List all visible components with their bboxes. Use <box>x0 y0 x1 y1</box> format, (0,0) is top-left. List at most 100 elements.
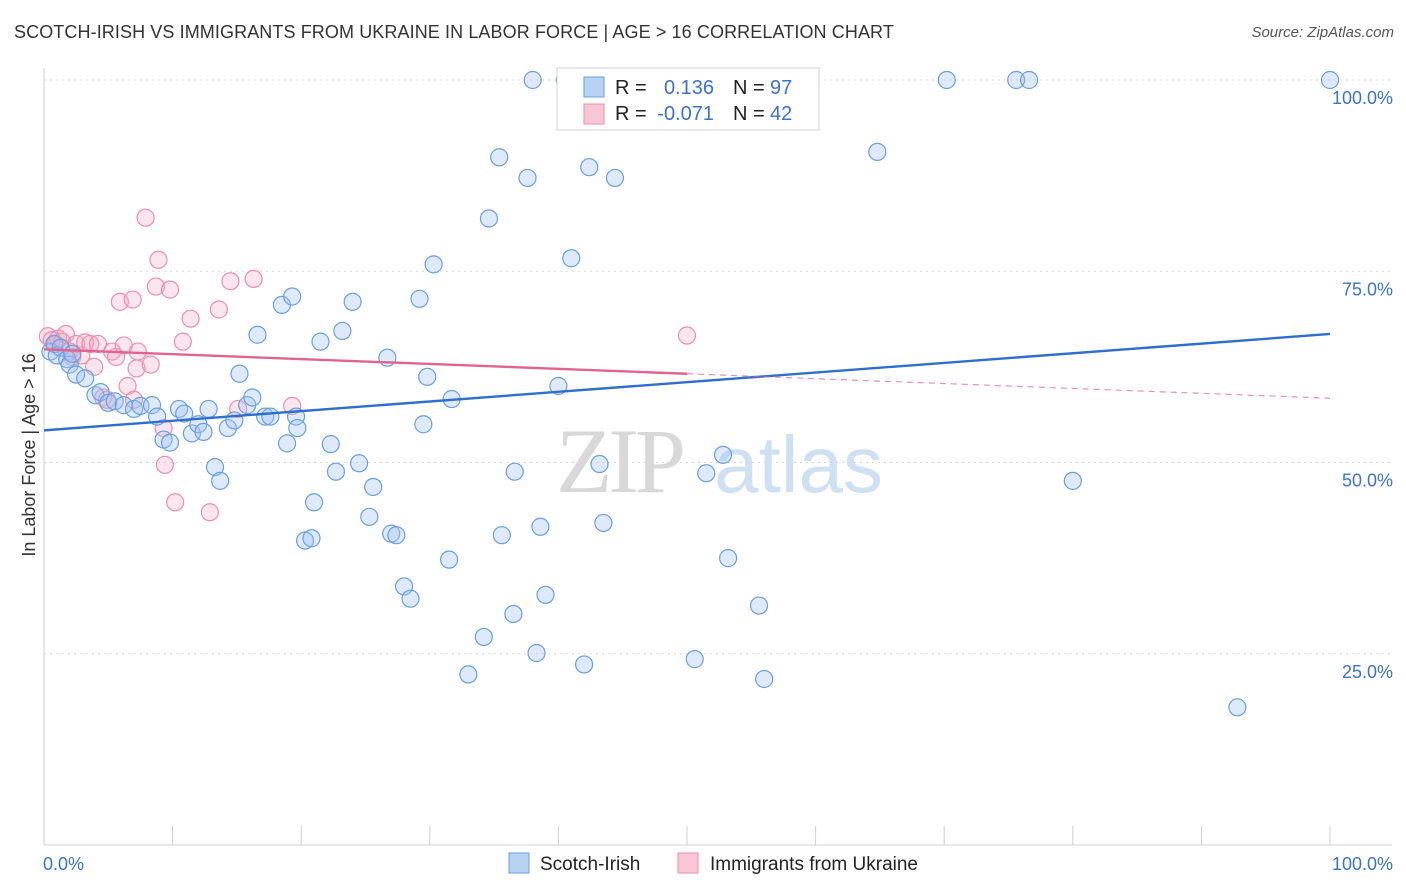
scotch-irish-point-69 <box>505 462 524 481</box>
ukraine-point-34 <box>181 309 200 328</box>
ukraine-point-28 <box>149 250 168 269</box>
scotch-irish-point-50 <box>360 507 379 526</box>
gridlines <box>44 79 1392 655</box>
scotch-irish-point-65 <box>479 209 499 228</box>
scotch-irish-point-6 <box>63 344 82 363</box>
ukraine-point-31 <box>155 455 174 474</box>
axes <box>43 68 1392 846</box>
scotch-irish-point-60 <box>424 255 443 274</box>
scotch-irish-point-26 <box>205 457 225 477</box>
legend-r-label-1: R = <box>615 77 647 99</box>
scotch-irish-point-94 <box>1063 471 1082 490</box>
scotch-irish-point-61 <box>439 550 459 569</box>
scotch-irish-point-89 <box>755 669 774 689</box>
ukraine-point-36 <box>209 300 228 319</box>
scotch-irish-point-43 <box>304 493 324 512</box>
ukraine-point-26 <box>141 355 160 374</box>
scotch-irish-point-51 <box>364 477 383 497</box>
scotch-irish-point-24 <box>194 422 213 441</box>
ukraine-point-37 <box>221 272 240 291</box>
scotch-irish-point-56 <box>401 589 420 608</box>
scotch-irish-point-33 <box>248 325 267 344</box>
scotch-irish-point-30 <box>230 364 249 383</box>
ukraine-point-33 <box>173 332 192 351</box>
scotch-irish-point-75 <box>549 376 568 396</box>
scotch-irish-point-67 <box>492 526 511 545</box>
ukraine-point-35 <box>200 503 219 522</box>
ukraine-point-11 <box>81 334 100 354</box>
scotch-irish-point-87 <box>719 549 738 568</box>
ukraine-point-8 <box>67 334 86 354</box>
scotch-irish-point-27 <box>211 471 230 490</box>
scotch-irish-point-3 <box>51 338 70 357</box>
scotch-irish-point-90 <box>868 142 887 162</box>
trendline-ukraine-solid <box>43 348 688 375</box>
scotch-irish-point-16 <box>142 396 162 415</box>
watermark: ZIP atlas <box>556 410 883 512</box>
scotch-irish-point-8 <box>76 369 95 388</box>
series-legend-swatch-pink <box>677 852 699 874</box>
scotch-irish-point-77 <box>562 249 581 268</box>
x-tick-label-min: 0.0% <box>43 854 84 874</box>
y-tick-label-25: 25.0% <box>1342 662 1393 682</box>
ukraine-point-25 <box>136 208 155 227</box>
ukraine-point-41 <box>677 326 697 345</box>
ukraine-point-21 <box>123 290 142 309</box>
chart-source: Source: ZipAtlas.com <box>1251 24 1394 41</box>
series-legend-swatch-blue <box>508 852 530 874</box>
scotch-irish-point-44 <box>311 332 330 351</box>
y-tick-label-100: 100.0% <box>1332 88 1393 108</box>
scotch-irish-point-42 <box>302 529 321 548</box>
chart-title: SCOTCH-IRISH VS IMMIGRANTS FROM UKRAINE … <box>14 22 894 42</box>
scotch-irish-point-80 <box>590 454 609 474</box>
scotch-irish-point-78 <box>575 655 594 674</box>
series-legend-label-pink: Immigrants from Ukraine <box>710 854 918 875</box>
watermark-zip: ZIP <box>556 410 683 512</box>
legend-swatch-pink <box>583 103 605 125</box>
scotch-irish-point-48 <box>343 292 362 311</box>
scotch-irish-point-58 <box>414 415 433 434</box>
scotch-irish-point-54 <box>387 526 406 545</box>
scotch-irish-point-5 <box>60 355 79 374</box>
scotch-irish-point-81 <box>594 513 613 533</box>
scotch-irish-point-92 <box>1007 70 1026 90</box>
y-tick-labels: 25.0% 50.0% 75.0% 100.0% <box>1332 88 1393 682</box>
scotch-irish-point-93 <box>1019 70 1039 90</box>
legend-n-label-1: N = <box>733 77 765 99</box>
legend-r-value-1: 0.136 <box>664 77 714 99</box>
scotch-irish-point-86 <box>713 445 733 464</box>
ukraine-point-38 <box>229 399 248 419</box>
scotch-irish-point-63 <box>474 627 493 647</box>
legend-n-value-2: 42 <box>770 103 792 125</box>
trendline-scotch-irish <box>43 332 1331 432</box>
scotch-irish-point-79 <box>580 158 599 177</box>
ukraine-point-40 <box>283 396 302 415</box>
scotch-irish-point-84 <box>685 650 704 669</box>
scotch-irish-point-21 <box>175 404 194 423</box>
scotch-irish-point-19 <box>160 433 180 452</box>
ukraine-point-39 <box>244 269 263 288</box>
correlation-legend: R = 0.136 N = 97 R = -0.071 N = 42 <box>556 67 820 131</box>
y-tick-label-50: 50.0% <box>1342 471 1393 491</box>
scotch-irish-point-96 <box>1320 70 1340 90</box>
legend-r-label-2: R = <box>615 103 647 125</box>
scotch-irish-point-71 <box>523 70 542 90</box>
scotch-irish-point-59 <box>418 367 437 386</box>
scotch-irish-point-57 <box>410 289 429 308</box>
scotch-irish-point-35 <box>261 407 280 426</box>
scotch-irish-point-12 <box>105 392 124 411</box>
scotch-irish-point-11 <box>99 393 118 412</box>
y-tick-label-75: 75.0% <box>1342 279 1393 299</box>
series-scotch-irish-points <box>41 70 1340 717</box>
scotch-irish-point-49 <box>349 454 369 473</box>
scotch-irish-point-72 <box>527 643 546 663</box>
scotch-irish-point-82 <box>605 168 625 188</box>
scotch-irish-point-25 <box>199 399 218 419</box>
scotch-irish-point-88 <box>749 596 769 615</box>
scotch-irish-point-73 <box>531 517 550 536</box>
series-legend-label-blue: Scotch-Irish <box>540 854 640 875</box>
scotch-irish-point-66 <box>490 148 509 167</box>
scotch-irish-point-7 <box>67 365 86 384</box>
ukraine-point-27 <box>146 277 165 296</box>
trendline-ukraine-dashed <box>686 373 1331 399</box>
